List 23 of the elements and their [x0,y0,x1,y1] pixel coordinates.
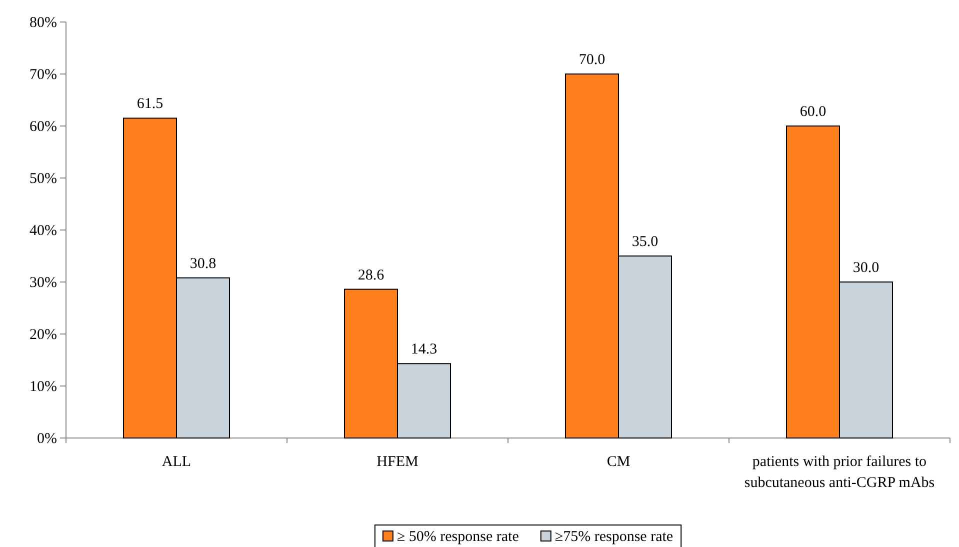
data-label: 70.0 [578,52,606,68]
x-tick-label: HFEM [376,454,418,470]
y-tick-label: 20% [30,326,57,343]
y-tick-label: 40% [30,222,57,239]
y-tick-label: 30% [30,274,57,291]
x-tick-label: patients with prior failures to subcutaneous anti-CGRP mAbs [744,454,935,491]
data-label: 14.3 [410,342,438,358]
data-label: 28.6 [358,267,385,284]
data-label: 60.0 [800,104,826,120]
y-tick-label: 70% [30,66,57,83]
data-label: 30.0 [852,260,880,276]
y-tick-label: 60% [30,118,57,135]
x-tick-label: ALL [162,454,192,470]
legend-label: ≥ 50% response rate [396,529,520,545]
legend-label: ≥75% response rate [554,529,674,545]
x-tick-label: CM [606,454,630,470]
data-label: 61.5 [136,96,164,112]
y-tick-label: 0% [37,430,57,447]
y-tick-label: 50% [30,170,57,187]
data-label: 35.0 [632,234,658,250]
y-tick-label: 10% [30,378,57,395]
y-tick-label: 80% [30,14,57,31]
data-label: 30.8 [190,256,216,272]
